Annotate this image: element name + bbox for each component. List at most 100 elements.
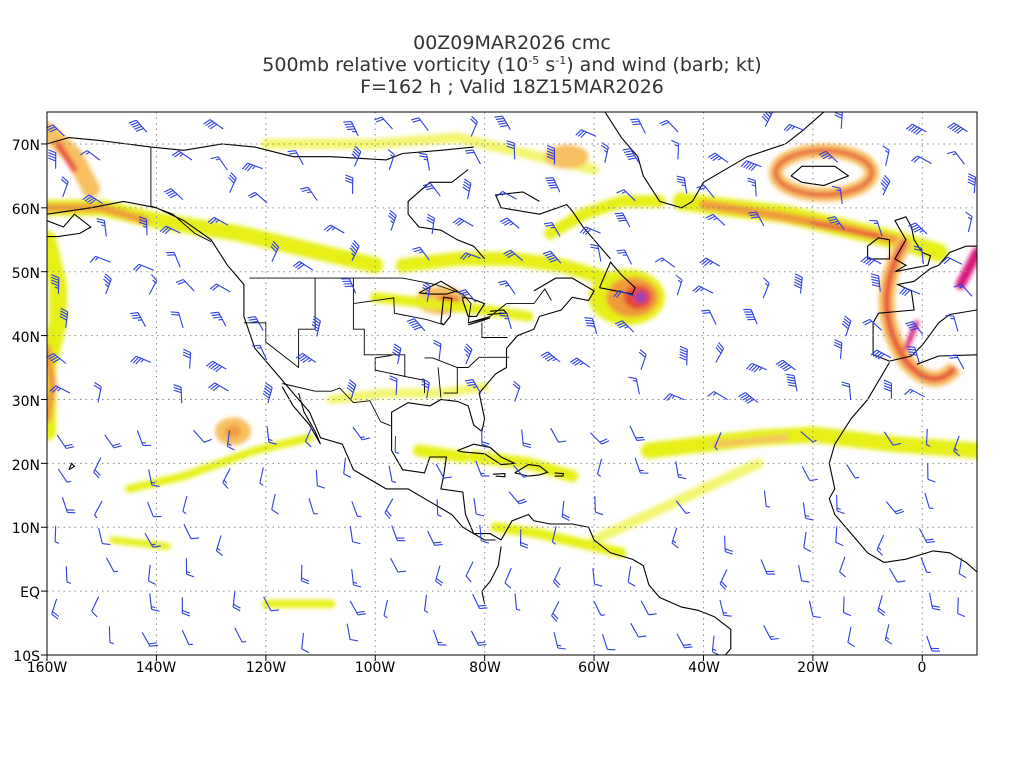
- wind-barb-feather: [770, 637, 779, 640]
- wind-barb: [876, 534, 885, 556]
- wind-barb-feather: [228, 177, 235, 184]
- wind-barb-feather: [883, 385, 892, 390]
- wind-barb-feather: [384, 512, 391, 520]
- wind-barb-feather: [501, 192, 506, 196]
- wind-barb-feather: [761, 115, 769, 123]
- wind-barb: [835, 526, 844, 547]
- wind-barb-feather: [870, 349, 878, 356]
- wind-barb-feather: [247, 191, 256, 197]
- wind-barb-feather: [443, 476, 452, 479]
- wind-barb-feather: [751, 365, 758, 372]
- wind-barb-feather: [696, 184, 705, 189]
- wind-barb-feather: [152, 279, 156, 284]
- wind-barb: [614, 212, 631, 228]
- wind-barb-feather: [775, 359, 783, 365]
- wind-barb-feather: [822, 154, 831, 160]
- wind-barb-feather: [826, 216, 836, 220]
- wind-barb-feather: [300, 186, 309, 190]
- wind-barb-feather: [670, 139, 679, 145]
- wind-barb-feather: [353, 240, 360, 247]
- vort-canada-band: [395, 251, 612, 286]
- wind-barb-feather: [843, 611, 852, 617]
- wind-barb: [885, 501, 905, 515]
- wind-barb-feather: [557, 647, 566, 650]
- wind-barb-feather: [60, 307, 68, 313]
- wind-barb-feather: [60, 310, 68, 316]
- wind-barb: [676, 633, 693, 649]
- wind-barb-feather: [710, 154, 718, 160]
- wind-barb-feather: [638, 635, 647, 638]
- wind-barb-feather: [786, 373, 795, 377]
- wind-barb-feather: [913, 248, 923, 252]
- wind-barb: [714, 432, 722, 451]
- wind-barb-feather: [347, 384, 355, 391]
- lon-axis-labels: 160W 140W 120W 100W 80W 60W 40W 20W 0: [27, 660, 927, 676]
- wind-barb-feather: [959, 285, 964, 289]
- wind-barb: [421, 378, 430, 399]
- wind-barb-feather: [478, 643, 487, 646]
- wind-barb-feather: [89, 198, 97, 205]
- wind-barb-feather: [919, 230, 924, 233]
- wind-barb-feather: [557, 644, 562, 647]
- wind-barb-feather: [375, 118, 384, 123]
- wind-barb-feather: [209, 123, 218, 130]
- wind-barb-feather: [740, 393, 748, 399]
- wind-barb-feather: [186, 570, 191, 574]
- wind-barb-feather: [132, 316, 141, 319]
- wind-barb-feather: [424, 610, 429, 614]
- wind-barb-feather: [860, 255, 868, 263]
- wind-barb: [351, 501, 362, 517]
- wind-barb-feather: [418, 152, 427, 156]
- wind-barb-feather: [395, 451, 400, 455]
- wind-barb-shaft: [173, 252, 181, 268]
- wind-barb: [462, 178, 472, 200]
- wind-barb: [93, 382, 102, 403]
- wind-barb-shaft: [105, 557, 115, 573]
- wind-barb-feather: [177, 280, 186, 286]
- political-border: [481, 322, 508, 338]
- wind-barb-feather: [699, 257, 707, 264]
- wind-barb-feather: [517, 498, 526, 503]
- wind-barb-feather: [360, 436, 365, 439]
- wind-barb-feather: [163, 188, 172, 193]
- wind-barb-feather: [758, 367, 763, 371]
- wind-barb-feather: [671, 395, 676, 400]
- wind-barb: [928, 592, 941, 611]
- wind-barb-feather: [707, 152, 716, 158]
- wind-barb-feather: [584, 317, 593, 319]
- wind-barb-feather: [552, 541, 557, 545]
- wind-barb: [634, 457, 649, 474]
- wind-barb-shaft: [808, 600, 814, 617]
- wind-barb-feather: [150, 644, 159, 647]
- wind-barb-feather: [847, 642, 855, 648]
- wind-barb-feather: [352, 541, 361, 545]
- political-border: [282, 383, 391, 427]
- wind-barb-feather: [616, 189, 625, 194]
- wind-barb: [521, 429, 532, 449]
- wind-barb-feather: [152, 545, 161, 548]
- wind-barb-feather: [512, 383, 520, 390]
- wind-barb-feather: [465, 353, 470, 358]
- wind-barb-feather: [479, 607, 488, 610]
- wind-barb: [760, 559, 776, 575]
- wind-barb-feather: [173, 389, 182, 394]
- wind-barb-shaft: [465, 561, 474, 577]
- wind-barb-feather: [426, 187, 435, 191]
- wind-barb-shaft: [65, 566, 68, 583]
- wind-barb: [47, 124, 65, 137]
- wind-barb-feather: [102, 543, 111, 546]
- wind-barb-shaft: [182, 495, 188, 512]
- wind-barb-feather: [725, 551, 733, 555]
- wind-barb: [783, 123, 805, 132]
- wind-barb-feather: [947, 122, 955, 129]
- wind-barb-feather: [579, 362, 584, 366]
- wind-barb-feather: [249, 193, 258, 199]
- wind-barb-feather: [597, 473, 602, 478]
- lon-label-60w: 60W: [578, 660, 610, 676]
- wind-barb-feather: [208, 362, 216, 369]
- wind-barb-feather: [464, 346, 472, 353]
- wind-barb-feather: [104, 275, 111, 283]
- wind-barb-feather: [766, 505, 771, 508]
- wind-barb: [671, 527, 679, 549]
- wind-barb-feather: [675, 274, 683, 281]
